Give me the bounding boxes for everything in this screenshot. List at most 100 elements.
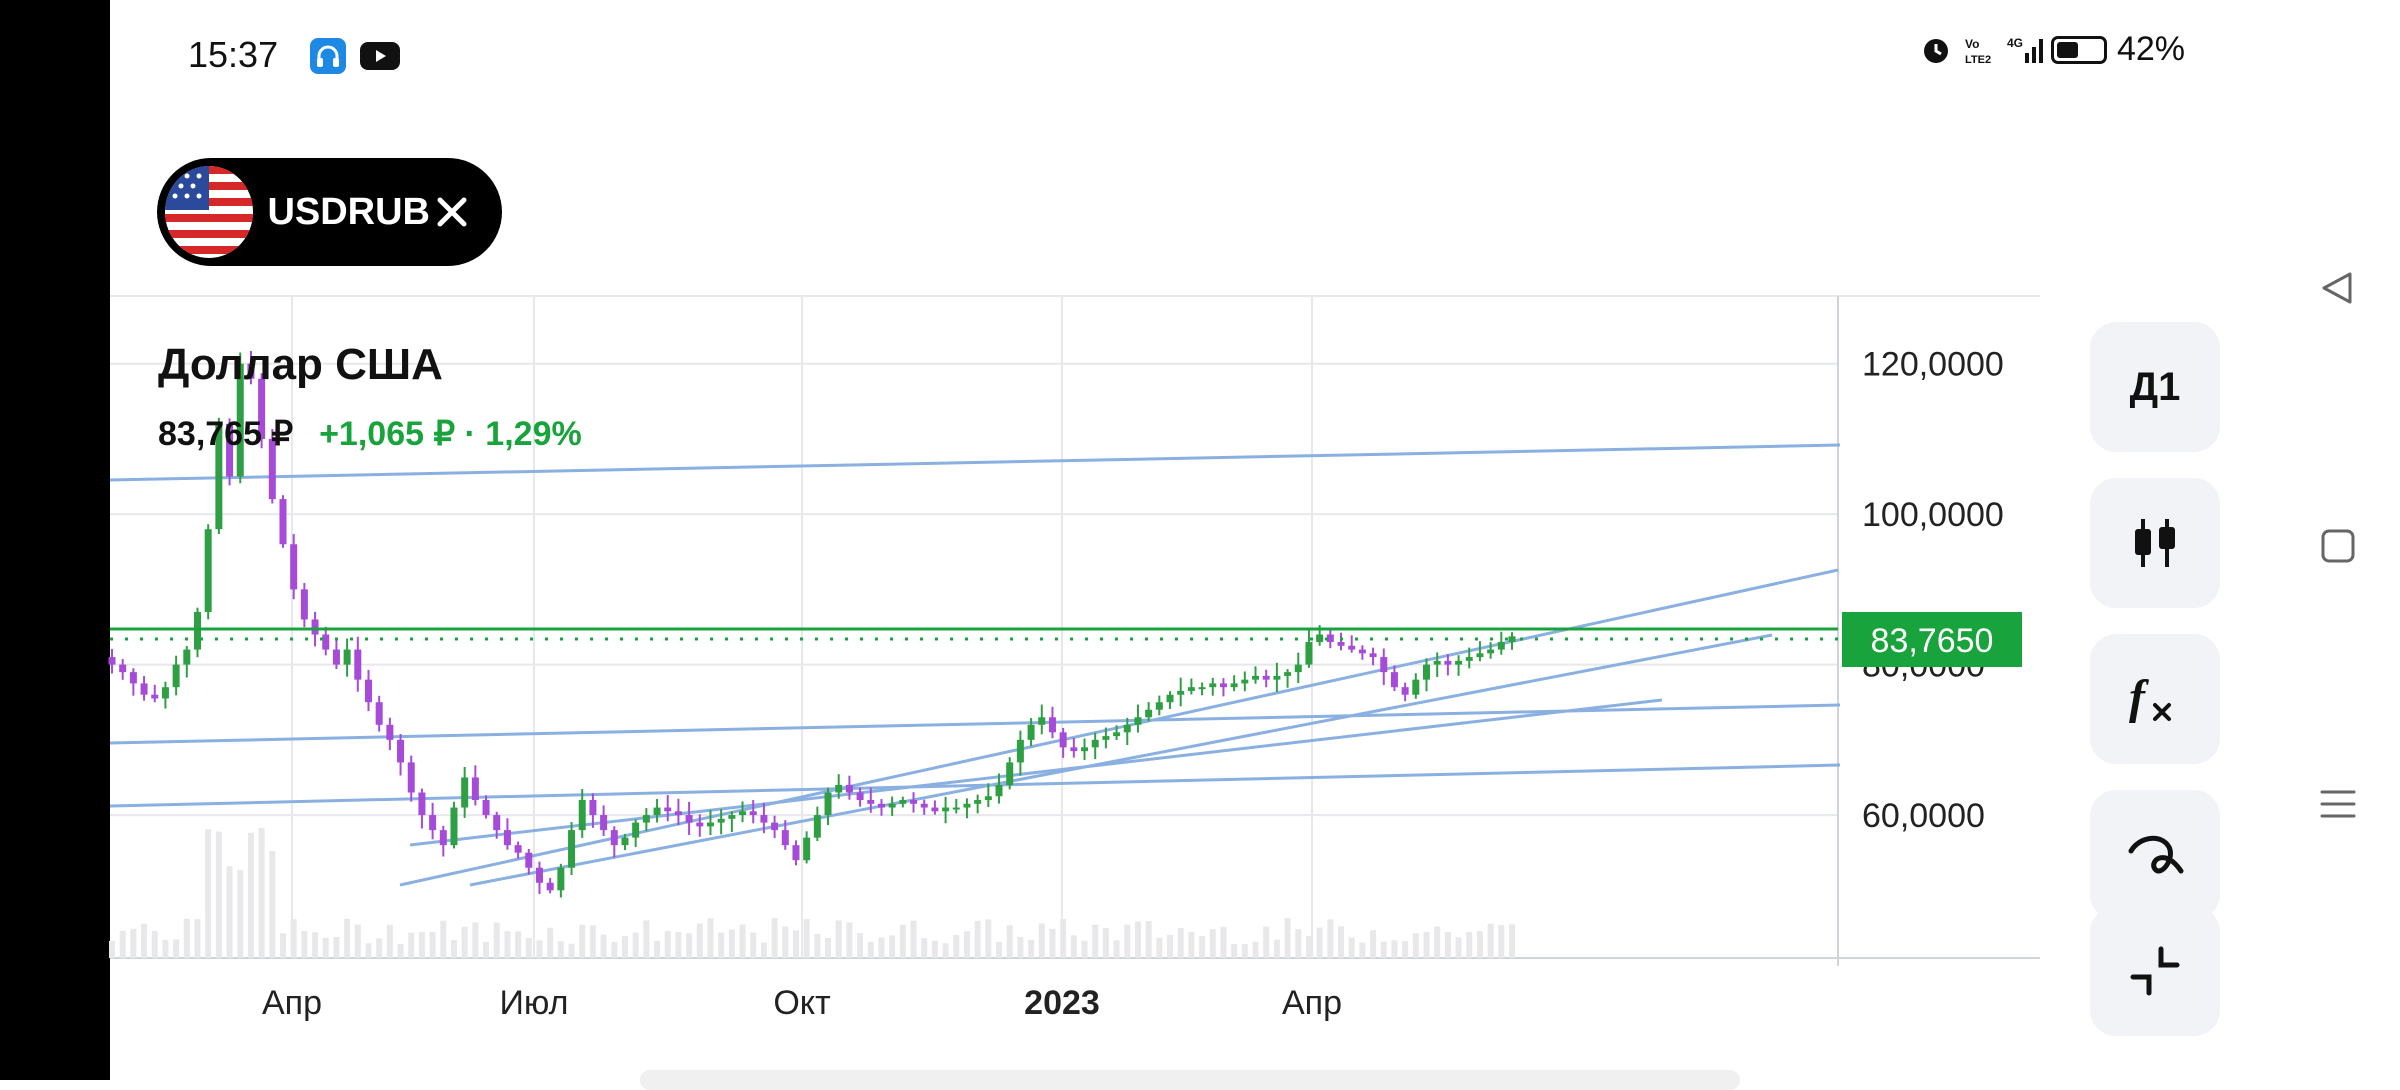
candle[interactable] — [1177, 690, 1185, 695]
candle[interactable] — [1081, 747, 1089, 752]
candle[interactable] — [1155, 702, 1163, 710]
candle[interactable] — [375, 702, 383, 725]
candle[interactable] — [322, 634, 330, 650]
candle[interactable] — [621, 837, 629, 846]
candle[interactable] — [1433, 660, 1441, 665]
candle[interactable] — [1487, 649, 1495, 654]
candle[interactable] — [589, 800, 597, 816]
candle[interactable] — [1123, 724, 1131, 733]
candle[interactable] — [835, 784, 843, 793]
candle[interactable] — [813, 815, 821, 838]
candle[interactable] — [119, 664, 127, 673]
candle[interactable] — [151, 694, 159, 699]
candle[interactable] — [1027, 724, 1035, 740]
candle[interactable] — [557, 867, 565, 891]
candle[interactable] — [696, 822, 704, 827]
candle[interactable] — [867, 800, 875, 804]
candle[interactable] — [781, 830, 789, 846]
candle[interactable] — [952, 807, 960, 810]
candle[interactable] — [1358, 649, 1366, 654]
candle[interactable] — [1230, 683, 1238, 688]
candle[interactable] — [674, 811, 682, 816]
candle[interactable] — [1465, 657, 1473, 661]
candle[interactable] — [493, 815, 501, 831]
candle[interactable] — [1273, 675, 1281, 680]
candle[interactable] — [1252, 675, 1260, 680]
candle[interactable] — [856, 792, 864, 801]
candle[interactable] — [1401, 687, 1409, 695]
candle[interactable] — [279, 499, 287, 545]
candle[interactable] — [1444, 660, 1452, 665]
drawing-tools-button[interactable] — [2090, 790, 2220, 920]
candle[interactable] — [471, 777, 479, 801]
candle[interactable] — [418, 792, 426, 816]
trend-line[interactable] — [109, 443, 1841, 482]
candle[interactable] — [942, 807, 950, 812]
candle[interactable] — [845, 784, 853, 793]
candle[interactable] — [503, 830, 511, 846]
candle[interactable] — [204, 529, 212, 612]
candle[interactable] — [653, 807, 661, 816]
candle[interactable] — [1369, 653, 1377, 658]
symbol-chip[interactable]: USDRUB — [157, 158, 502, 266]
candle[interactable] — [1048, 717, 1056, 733]
candle[interactable] — [397, 739, 405, 763]
timeframe-button[interactable]: Д1 — [2090, 322, 2220, 452]
candle[interactable] — [1187, 687, 1195, 691]
candle[interactable] — [963, 803, 971, 808]
candle[interactable] — [749, 811, 757, 816]
candle[interactable] — [407, 762, 415, 793]
candle[interactable] — [1294, 664, 1302, 673]
candle[interactable] — [290, 544, 298, 590]
trend-line[interactable] — [409, 698, 1663, 847]
candle[interactable] — [1006, 762, 1014, 785]
candle[interactable] — [1113, 732, 1121, 737]
candle[interactable] — [995, 784, 1003, 797]
candle[interactable] — [1497, 642, 1505, 650]
trend-line[interactable] — [469, 633, 1773, 887]
candle[interactable] — [439, 830, 447, 846]
candle[interactable] — [1038, 717, 1046, 725]
candle[interactable] — [525, 852, 533, 868]
indicators-button[interactable]: f — [2090, 634, 2220, 764]
candle[interactable] — [364, 679, 372, 703]
candle[interactable] — [226, 423, 234, 477]
candle[interactable] — [311, 619, 319, 635]
candle[interactable] — [140, 683, 148, 695]
candle[interactable] — [268, 438, 276, 500]
candle[interactable] — [1423, 664, 1431, 680]
candle[interactable] — [771, 822, 779, 831]
nav-back-icon[interactable] — [2318, 268, 2358, 308]
chart-type-button[interactable] — [2090, 478, 2220, 608]
collapse-button[interactable] — [2090, 906, 2220, 1036]
candle[interactable] — [1262, 675, 1270, 680]
candle[interactable] — [1326, 634, 1334, 643]
candle[interactable] — [685, 815, 693, 823]
candle[interactable] — [429, 815, 437, 831]
candle[interactable] — [332, 649, 340, 665]
nav-home-icon[interactable] — [2318, 526, 2358, 566]
candle[interactable] — [535, 867, 543, 883]
candle[interactable] — [1059, 732, 1067, 748]
candle[interactable] — [1508, 636, 1516, 643]
trend-line[interactable] — [109, 763, 1841, 808]
candle[interactable] — [1219, 683, 1227, 688]
candle[interactable] — [108, 657, 116, 665]
candle[interactable] — [258, 378, 266, 439]
nav-menu-icon[interactable] — [2318, 784, 2358, 824]
candle[interactable] — [664, 807, 672, 812]
candle[interactable] — [129, 672, 137, 684]
candle[interactable] — [386, 724, 394, 740]
close-icon[interactable] — [430, 190, 474, 234]
candle[interactable] — [568, 830, 576, 868]
candle[interactable] — [1337, 642, 1345, 646]
candle[interactable] — [1070, 747, 1078, 752]
candle[interactable] — [888, 803, 896, 808]
candle[interactable] — [984, 796, 992, 801]
candle[interactable] — [1476, 653, 1484, 658]
candle[interactable] — [1016, 739, 1024, 763]
candle[interactable] — [1455, 660, 1463, 665]
candle[interactable] — [1198, 687, 1206, 690]
candle[interactable] — [1145, 709, 1153, 718]
candle[interactable] — [642, 815, 650, 823]
